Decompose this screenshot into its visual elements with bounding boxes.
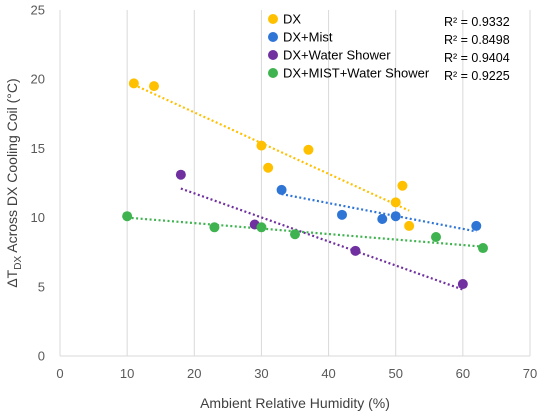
x-tick-label: 0 — [56, 366, 63, 381]
y-tick-label: 15 — [31, 141, 45, 156]
r-squared-dx-mist: R² = 0.8498 — [444, 33, 510, 47]
r-squared-dx: R² = 0.9332 — [444, 15, 510, 29]
y-axis-title-suffix: Across DX Cooling Coil (°C) — [4, 78, 20, 256]
data-point-dx — [149, 81, 159, 92]
trendline-dx — [133, 83, 410, 212]
legend-marker-dx-mist — [268, 32, 278, 42]
y-tick-label: 20 — [31, 72, 45, 87]
legend-label-dx: DX — [283, 12, 301, 27]
legend: DX DX+Mist DX+Water Shower DX+MIST+Water Sh… — [268, 12, 430, 81]
legend-label-dx-mist-water-shower: DX+MIST+Water Shower — [283, 66, 430, 81]
trendline-dx-mist-water-shower — [127, 216, 484, 248]
data-point-dx-mist — [390, 211, 401, 222]
legend-label-dx-mist: DX+Mist — [283, 30, 333, 45]
data-point-dx-mist-water-shower — [122, 211, 133, 222]
y-tick-label: 10 — [31, 210, 45, 225]
r-squared-labels: R² = 0.9332 R² = 0.8498 R² = 0.9404 R² = 0.… — [444, 15, 510, 83]
data-point-dx — [397, 180, 408, 191]
data-point-dx-mist — [377, 213, 388, 224]
x-tick-label: 40 — [321, 366, 335, 381]
data-point-dx — [404, 220, 415, 231]
data-point-dx-mist-water-shower — [431, 231, 441, 242]
trendline-dx-mist — [281, 192, 477, 233]
data-point-dx-water-shower — [457, 279, 468, 290]
data-point-dx — [128, 78, 139, 89]
gridlines — [59, 10, 531, 356]
x-tick-labels: 0 10 20 30 40 50 60 70 — [56, 366, 537, 381]
data-point-dx-mist — [276, 184, 287, 195]
data-point-dx-mist — [337, 209, 347, 220]
data-point-dx — [390, 197, 401, 208]
y-tick-label: 0 — [38, 349, 45, 364]
x-axis-title: Ambient Relative Humidity (%) — [200, 395, 390, 411]
data-point-dx — [303, 144, 314, 155]
y-axis-title-prefix: ΔT — [4, 269, 20, 287]
trendline-dx-water-shower — [180, 187, 464, 291]
legend-marker-dx — [268, 14, 278, 24]
data-point-dx — [256, 140, 267, 151]
y-tick-label: 25 — [31, 3, 45, 18]
r-squared-dx-mist-water-shower: R² = 0.9225 — [444, 69, 510, 83]
x-tick-label: 30 — [254, 366, 268, 381]
data-point-dx-water-shower — [175, 169, 186, 180]
x-tick-label: 60 — [456, 366, 470, 381]
data-point-dx-mist-water-shower — [478, 243, 488, 254]
y-tick-labels: 0 5 10 15 20 25 — [31, 3, 45, 364]
data-point-dx-water-shower — [350, 245, 361, 256]
legend-marker-dx-water-shower — [268, 50, 278, 60]
x-tick-label: 70 — [523, 366, 537, 381]
data-point-dx-mist-water-shower — [290, 229, 300, 240]
legend-marker-dx-mist-water-shower — [268, 68, 278, 78]
data-point-dx — [263, 162, 274, 173]
r-squared-dx-water-shower: R² = 0.9404 — [444, 51, 510, 65]
legend-label-dx-water-shower: DX+Water Shower — [283, 48, 391, 63]
data-point-dx-mist — [471, 220, 482, 231]
y-axis-title: ΔTDX Across DX Cooling Coil (°C) — [4, 78, 24, 287]
data-point-dx-mist-water-shower — [209, 222, 220, 233]
x-tick-label: 20 — [187, 366, 201, 381]
data-point-dx-mist-water-shower — [256, 222, 267, 233]
x-tick-label: 10 — [120, 366, 134, 381]
trendlines — [127, 83, 484, 291]
x-tick-label: 50 — [388, 366, 402, 381]
y-tick-label: 5 — [38, 279, 45, 294]
y-axis-title-subscript: DX — [13, 256, 24, 270]
data-points — [122, 78, 488, 290]
